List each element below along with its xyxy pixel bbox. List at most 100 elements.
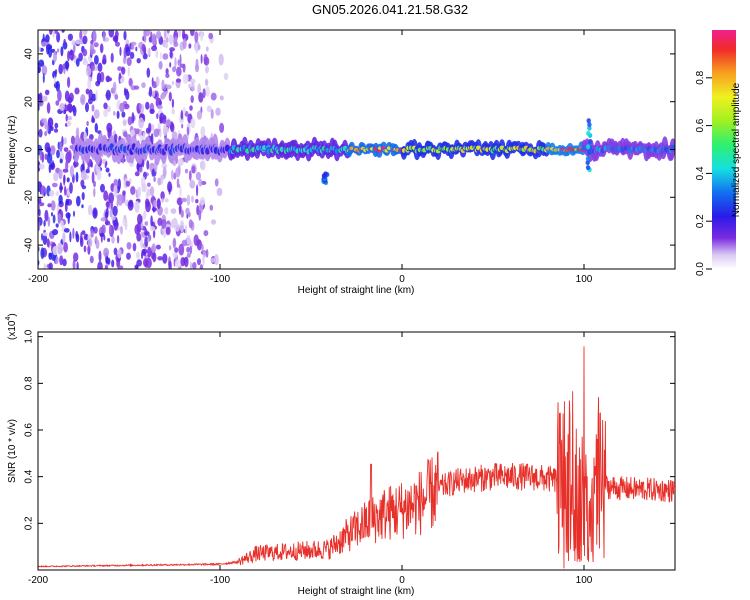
heatmap-cell bbox=[107, 238, 111, 242]
heatmap-cell bbox=[161, 219, 167, 230]
heatmap-cell bbox=[112, 35, 119, 42]
heatmap-cell bbox=[175, 167, 181, 178]
heatmap-cell bbox=[158, 60, 163, 70]
heatmap-cell bbox=[122, 190, 126, 196]
heatmap-cell bbox=[203, 56, 210, 66]
heatmap-cell bbox=[93, 42, 99, 48]
heatmap-cell bbox=[67, 50, 70, 62]
heatmap-cell bbox=[78, 52, 83, 62]
heatmap-cell bbox=[146, 257, 152, 269]
heatmap-cell bbox=[138, 166, 143, 173]
heatmap-cell bbox=[56, 32, 61, 43]
heatmap-cell bbox=[91, 115, 94, 123]
heatmap-cell bbox=[69, 145, 74, 150]
heatmap-cell bbox=[99, 43, 104, 54]
heatmap-cell bbox=[200, 54, 203, 64]
heatmap-cell bbox=[55, 80, 61, 92]
heatmap-cell bbox=[178, 30, 182, 38]
heatmap-cell bbox=[145, 101, 150, 110]
heatmap-cell bbox=[57, 213, 62, 224]
heatmap-cell bbox=[150, 31, 153, 39]
heatmap-cell bbox=[172, 66, 177, 73]
heatmap-cell bbox=[119, 78, 124, 84]
heatmap-cell bbox=[66, 177, 70, 183]
heatmap-cell bbox=[145, 30, 151, 37]
heatmap-cell bbox=[93, 226, 98, 234]
heatmap-cell bbox=[122, 119, 127, 126]
heatmap-cell bbox=[103, 247, 109, 258]
heatmap-cell bbox=[323, 171, 328, 177]
heatmap-cell bbox=[93, 187, 96, 198]
heatmap-cell bbox=[189, 179, 196, 189]
snr-x-tick-label: -200 bbox=[28, 575, 48, 586]
heatmap-cell bbox=[182, 73, 189, 84]
heatmap-cell bbox=[47, 119, 51, 128]
heatmap-cell bbox=[219, 122, 225, 133]
heatmap-cell bbox=[157, 104, 163, 110]
snr-y-tick-label: 0.2 bbox=[24, 516, 35, 530]
heatmap-cell bbox=[131, 44, 135, 50]
heatmap-cell bbox=[182, 107, 186, 115]
heatmap-cell bbox=[94, 122, 99, 133]
heatmap-cell bbox=[146, 160, 150, 170]
heatmap-cell bbox=[209, 204, 214, 211]
heatmap-cell bbox=[38, 208, 41, 217]
heatmap-cell bbox=[59, 185, 64, 191]
snr-y-label: SNR (10 * v/v) bbox=[7, 419, 18, 483]
colorbar-tick-label: 0.2 bbox=[695, 214, 706, 228]
heatmap-cell bbox=[123, 30, 127, 41]
heatmap-cell bbox=[87, 238, 93, 248]
heatmap-cell bbox=[137, 213, 143, 225]
heatmap-cell bbox=[199, 196, 206, 206]
heatmap-cell bbox=[179, 63, 186, 68]
heatmap-cell bbox=[67, 212, 70, 225]
heatmap-cell bbox=[169, 50, 173, 59]
heatmap-cell bbox=[119, 46, 122, 57]
heatmap-cell bbox=[127, 200, 134, 211]
heatmap-cell bbox=[41, 151, 45, 163]
heatmap-cell bbox=[87, 244, 91, 255]
snr-y-tick-label: 1.0 bbox=[24, 329, 35, 343]
spectrogram-y-tick-label: 40 bbox=[24, 48, 35, 60]
heatmap-cell bbox=[137, 186, 142, 198]
heatmap-cell bbox=[210, 92, 217, 101]
heatmap-cell bbox=[164, 42, 169, 49]
heatmap-cell bbox=[190, 95, 194, 103]
heatmap-cell bbox=[68, 92, 74, 103]
heatmap-cell bbox=[146, 67, 151, 78]
heatmap-cell bbox=[585, 165, 591, 171]
heatmap-cell bbox=[47, 203, 52, 208]
heatmap-cell bbox=[53, 128, 59, 133]
colorbar-tick-label: 0.6 bbox=[695, 118, 706, 132]
heatmap-cell bbox=[64, 60, 70, 70]
heatmap-cell bbox=[105, 89, 111, 101]
heatmap-cell bbox=[200, 160, 206, 171]
heatmap-cell bbox=[149, 186, 155, 196]
heatmap-cell bbox=[162, 166, 167, 178]
heatmap-cell bbox=[162, 119, 167, 124]
heatmap-cell bbox=[182, 38, 187, 50]
heatmap-cell bbox=[148, 122, 152, 134]
heatmap-cell bbox=[104, 220, 111, 226]
heatmap-cell bbox=[134, 171, 140, 177]
heatmap-cell bbox=[71, 39, 76, 46]
heatmap-cell bbox=[103, 190, 109, 201]
heatmap-cell bbox=[162, 53, 169, 60]
heatmap-cell bbox=[113, 133, 118, 141]
heatmap-cell bbox=[165, 73, 170, 79]
heatmap-cell bbox=[197, 258, 201, 266]
heatmap-cell bbox=[76, 261, 79, 269]
heatmap-cell bbox=[126, 57, 132, 67]
heatmap-cell bbox=[38, 46, 41, 52]
heatmap-cell bbox=[202, 88, 206, 99]
heatmap-cell bbox=[164, 198, 169, 203]
snr-y-tick-label: 0.8 bbox=[24, 376, 35, 390]
heatmap-cell bbox=[585, 160, 590, 166]
heatmap-cell bbox=[214, 178, 219, 187]
heatmap-cell bbox=[151, 45, 158, 52]
heatmap-cell bbox=[46, 152, 53, 164]
heatmap-cell bbox=[147, 246, 152, 258]
heatmap-cell bbox=[95, 239, 100, 249]
heatmap-cell bbox=[155, 244, 161, 250]
